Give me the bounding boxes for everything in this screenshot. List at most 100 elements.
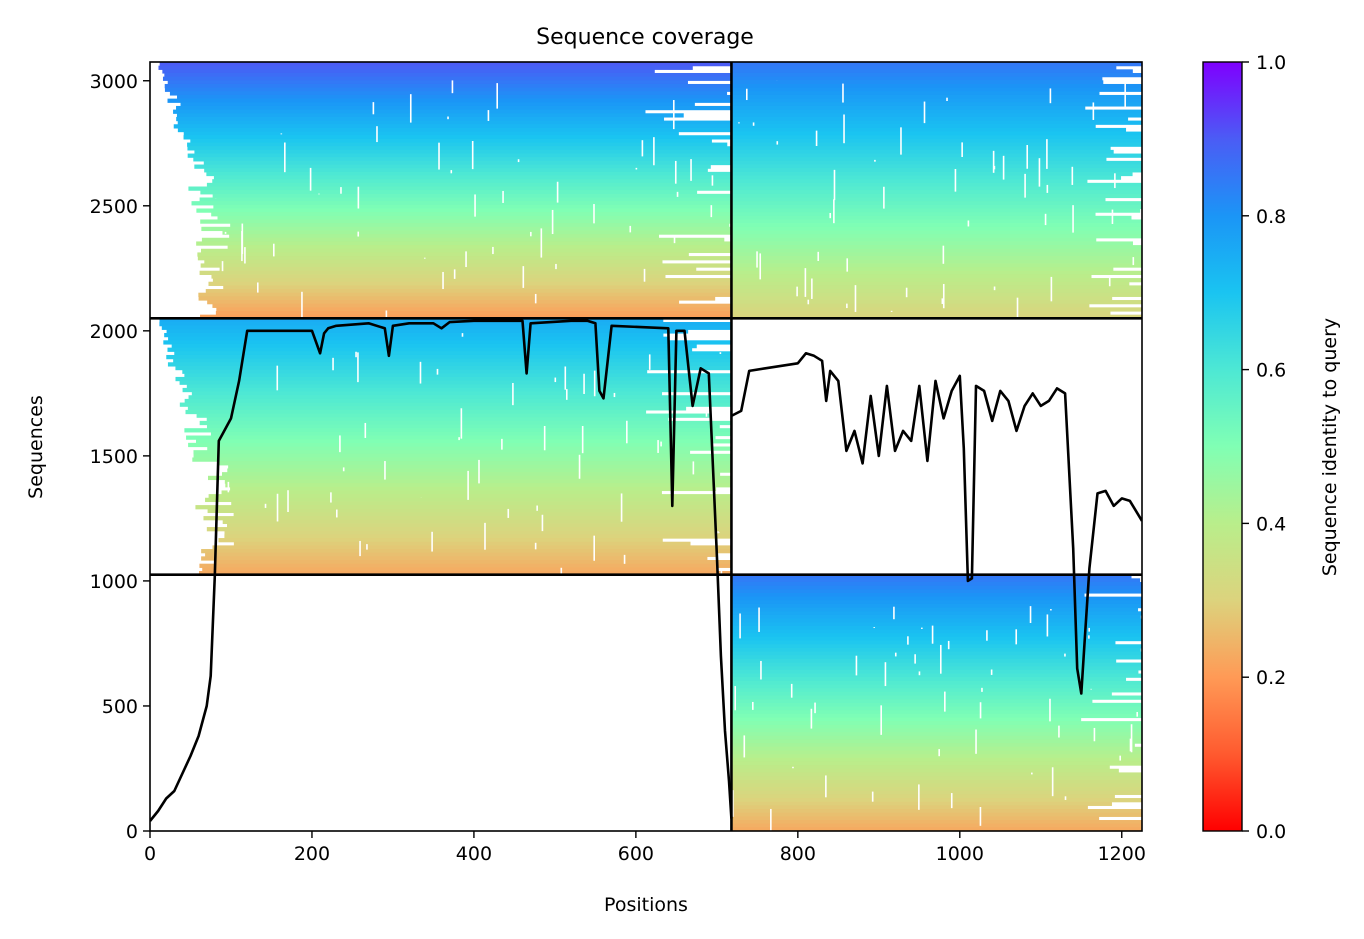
coverage-gap bbox=[854, 285, 857, 312]
coverage-gap bbox=[540, 228, 543, 258]
coverage-gap bbox=[732, 790, 734, 817]
heatmap-row bbox=[731, 603, 1142, 609]
heatmap-row bbox=[199, 563, 732, 568]
coverage-gap bbox=[672, 100, 675, 130]
heatmap-row bbox=[731, 197, 1106, 202]
coverage-gap bbox=[923, 101, 926, 124]
coverage-gap bbox=[256, 282, 259, 293]
heatmap-row bbox=[208, 281, 732, 286]
heatmap-row bbox=[731, 223, 1142, 228]
heatmap-row bbox=[731, 208, 1141, 213]
coverage-gap bbox=[807, 299, 810, 305]
coverage-gap bbox=[1136, 712, 1139, 717]
coverage-gap bbox=[660, 441, 662, 447]
heatmap-row bbox=[731, 805, 1088, 810]
heatmap-row bbox=[731, 102, 1142, 107]
y-tick-label: 0 bbox=[126, 821, 138, 843]
heatmap-row bbox=[191, 391, 663, 396]
heatmap-row bbox=[731, 215, 1132, 221]
coverage-gap bbox=[825, 775, 827, 798]
heatmap-row bbox=[731, 801, 1112, 806]
heatmap-row bbox=[731, 724, 1142, 730]
heatmap-row bbox=[731, 647, 1141, 653]
heatmap-row bbox=[731, 743, 1135, 748]
heatmap-row bbox=[200, 190, 698, 195]
heatmap-row bbox=[161, 325, 732, 330]
coverage-gap bbox=[583, 373, 585, 394]
coverage-gap bbox=[330, 492, 332, 503]
coverage-gap bbox=[224, 231, 227, 234]
heatmap-row bbox=[210, 431, 732, 437]
coverage-gap bbox=[534, 293, 537, 304]
coverage-gap bbox=[967, 220, 970, 227]
heatmap-row bbox=[180, 102, 695, 107]
coverage-gap bbox=[1090, 688, 1092, 690]
coverage-gap bbox=[471, 140, 474, 170]
heatmap-row bbox=[199, 420, 732, 426]
coverage-gap bbox=[357, 352, 359, 383]
coverage-gap bbox=[1038, 158, 1041, 187]
heatmap-row bbox=[731, 765, 1110, 770]
coverage-gap bbox=[522, 266, 525, 288]
heatmap-row bbox=[188, 442, 712, 448]
heatmap-row bbox=[212, 179, 732, 184]
heatmap-row bbox=[205, 497, 732, 503]
coverage-gap bbox=[883, 186, 885, 209]
coverage-gap bbox=[478, 459, 480, 484]
coverage-gap bbox=[453, 269, 456, 279]
heatmap-row bbox=[193, 157, 732, 162]
y-tick-label: 1000 bbox=[90, 571, 138, 593]
heatmap-row bbox=[731, 820, 1142, 825]
coverage-gap bbox=[1058, 725, 1060, 738]
coverage-gap bbox=[626, 420, 628, 444]
heatmap-row bbox=[731, 644, 1142, 649]
coverage-gap bbox=[931, 625, 934, 644]
heatmap-row bbox=[731, 732, 1142, 737]
heatmap-row bbox=[173, 358, 732, 363]
heatmap-row bbox=[196, 439, 732, 444]
heatmap-row bbox=[198, 296, 716, 301]
x-tick-label: 1000 bbox=[936, 843, 984, 865]
coverage-gap bbox=[276, 493, 279, 522]
coverage-gap bbox=[451, 80, 454, 94]
coverage-gap bbox=[992, 150, 995, 173]
coverage-gap bbox=[717, 531, 719, 534]
heatmap-row bbox=[731, 677, 1127, 682]
heatmap-row bbox=[187, 146, 732, 151]
coverage-gap bbox=[829, 212, 832, 219]
coverage-gap bbox=[318, 193, 320, 195]
heatmap-row bbox=[731, 270, 1142, 275]
coverage-gap bbox=[918, 784, 920, 810]
heatmap-row bbox=[731, 629, 1142, 634]
coverage-gap bbox=[804, 268, 807, 297]
heatmap-row bbox=[164, 332, 664, 338]
coverage-gap bbox=[447, 116, 449, 120]
coverage-gap bbox=[578, 454, 581, 479]
heatmap-row bbox=[731, 589, 1142, 594]
coverage-gap bbox=[720, 570, 723, 591]
colorbar-ticks: 0.0 0.2 0.4 0.6 0.8 1.0 bbox=[1242, 52, 1286, 843]
heatmap-row bbox=[731, 592, 1085, 598]
plot-frame bbox=[149, 61, 1143, 832]
heatmap-row bbox=[731, 772, 1142, 777]
coverage-gap bbox=[643, 268, 646, 282]
y-tick-label: 2000 bbox=[90, 321, 138, 343]
heatmap-row bbox=[731, 812, 1142, 817]
heatmap-row bbox=[195, 505, 732, 510]
coverage-gap bbox=[979, 702, 982, 719]
coverage-line-chain-2 bbox=[730, 352, 1142, 695]
coverage-gap bbox=[366, 544, 368, 550]
heatmap-row bbox=[731, 296, 1113, 301]
coverage-line-chain-1 bbox=[150, 319, 733, 822]
heatmap-row bbox=[179, 402, 732, 407]
coverage-gap bbox=[467, 470, 469, 500]
heatmap-row bbox=[731, 311, 1111, 316]
heatmap-layer bbox=[158, 62, 1142, 831]
heatmap-row bbox=[731, 91, 1100, 96]
heatmap-row bbox=[179, 380, 732, 385]
heatmap-row bbox=[731, 768, 1119, 774]
coverage-lines-layer bbox=[150, 319, 1142, 822]
coverage-gap bbox=[894, 652, 897, 657]
coverage-gap bbox=[512, 382, 514, 406]
heatmap-row bbox=[169, 91, 728, 96]
